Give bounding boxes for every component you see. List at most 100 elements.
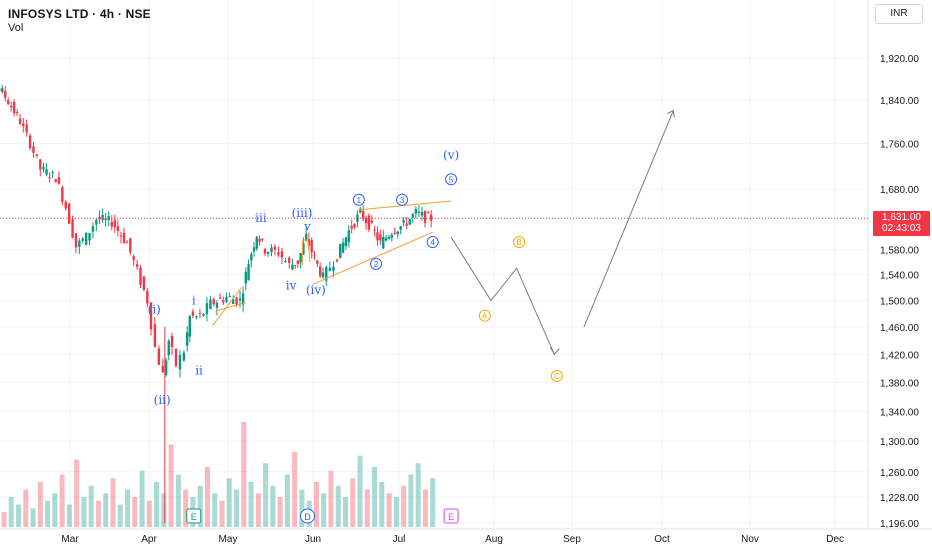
candle-body [7, 100, 10, 105]
volume-bar [401, 485, 407, 527]
candle-body [293, 265, 297, 267]
wave-label-(iii): (iii) [292, 206, 313, 220]
currency-button[interactable]: INR [875, 4, 923, 24]
candle-body [408, 219, 411, 225]
marker-box [443, 508, 459, 524]
candle-body [61, 187, 64, 202]
candle-body [250, 254, 253, 261]
candle-body [266, 252, 270, 254]
volume-bar [408, 474, 414, 527]
volume-bar [321, 493, 327, 527]
volume-bar [393, 497, 399, 527]
candle-body [153, 324, 157, 347]
marker-circle [300, 508, 316, 524]
candle-body [25, 124, 28, 133]
candle-body [212, 299, 215, 305]
volume-series [1, 422, 436, 527]
volume-bar [372, 467, 378, 527]
candle-body [225, 296, 228, 302]
candle-body [1, 88, 4, 93]
volume-bar [30, 508, 36, 527]
candle-body [263, 248, 267, 254]
candle-body [414, 208, 418, 214]
volume-bar [255, 493, 261, 527]
volume-bar [328, 470, 334, 527]
volume-bar [110, 478, 116, 527]
volume-bar [284, 474, 290, 527]
candle-body [370, 220, 373, 223]
wave-circle [396, 193, 409, 206]
volume-bar [219, 500, 225, 527]
candle-body [167, 340, 170, 355]
x-tick-label: Oct [654, 534, 670, 545]
y-tick-label: 1,380.00 [880, 378, 919, 389]
pattern-lines [212, 200, 452, 327]
candle-body [198, 313, 202, 315]
candle-body [35, 154, 39, 156]
candle-body [32, 146, 35, 153]
volume-bar [37, 482, 43, 527]
x-tick-label: Dec [826, 534, 844, 545]
dividend-marker: D [300, 508, 316, 524]
symbol-title[interactable]: INFOSYS LTD · 4h · NSE [8, 7, 151, 21]
candle-body [350, 226, 353, 229]
volume-bar [175, 474, 181, 527]
candle-body [302, 243, 305, 255]
volume-bar [234, 489, 240, 527]
wave-circle-2: 2 [370, 257, 383, 270]
volume-bar [117, 504, 123, 527]
wave-label-(iv): (iv) [306, 283, 326, 297]
wave-circle-B: B [513, 236, 526, 249]
volume-bar [8, 497, 14, 527]
candle-body [161, 365, 165, 373]
x-tick-label: Jul [393, 534, 406, 545]
candle-body [376, 232, 379, 241]
wave-circle [513, 236, 526, 249]
candle-body [382, 237, 385, 249]
candle-body [420, 212, 424, 216]
wave-circle [445, 173, 458, 186]
candle-body [284, 260, 287, 262]
candle-body [335, 259, 339, 262]
candle-body [64, 201, 67, 209]
candle-body [325, 267, 328, 281]
candle-body [390, 234, 394, 238]
wave-circle [352, 193, 365, 206]
candle-body [164, 360, 168, 375]
volume-bar [168, 444, 174, 527]
candle-body [247, 264, 250, 281]
wave-i-channel [215, 301, 246, 312]
candle-body [396, 231, 399, 235]
y-tick-label: 1,460.00 [880, 323, 919, 334]
candle-body [361, 210, 365, 219]
marker-box [186, 508, 202, 524]
wave-i-channel [212, 287, 242, 327]
volume-bar [197, 485, 203, 527]
y-tick-label: 1,420.00 [880, 350, 919, 361]
candle-body [258, 238, 261, 242]
wave-circle-text: 1 [357, 196, 362, 205]
volume-bar [248, 482, 254, 527]
candle-body [299, 253, 302, 263]
volume-bar [415, 463, 421, 527]
candle-body [318, 266, 322, 277]
symbol-header[interactable]: INFOSYS LTD · 4h · NSE [8, 7, 151, 21]
volume-bar [23, 489, 29, 527]
y-tick-label: 1,580.00 [880, 245, 919, 256]
y-tick-label: 1,920.00 [880, 54, 919, 65]
volume-bar [95, 500, 101, 527]
candle-body [125, 242, 129, 244]
candle-body [182, 352, 186, 361]
candle-body [122, 232, 126, 243]
y-tick-label: 1,340.00 [880, 407, 919, 418]
candle-body [310, 240, 313, 253]
x-tick-label: Nov [741, 534, 759, 545]
volume-bar [1, 512, 7, 527]
candle-body [402, 219, 405, 223]
candle-body [101, 215, 104, 220]
candle-body [209, 299, 212, 309]
candle-body [255, 236, 258, 249]
arrowhead [667, 109, 675, 118]
